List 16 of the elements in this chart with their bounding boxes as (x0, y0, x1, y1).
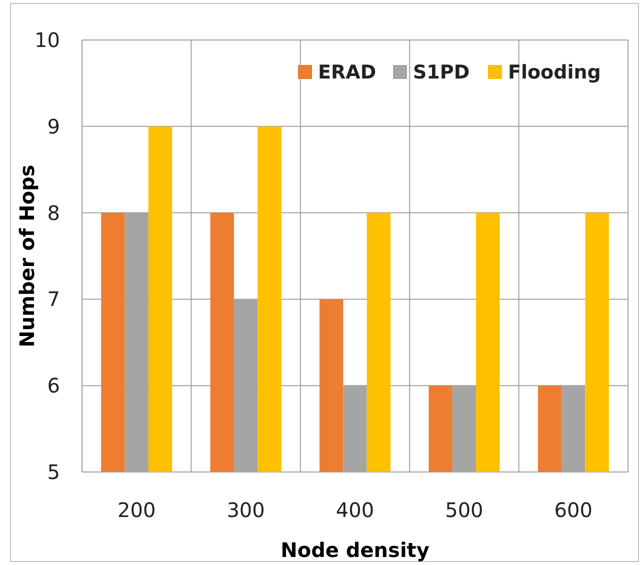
y-tick-label: 5 (47, 460, 60, 484)
x-tick-label: 500 (445, 498, 484, 522)
y-tick-label: 9 (47, 114, 60, 138)
y-tick-label: 8 (47, 200, 60, 225)
x-tick-label: 400 (336, 498, 374, 522)
x-tick-label: 600 (554, 498, 592, 522)
y-tick-label: 6 (47, 374, 60, 398)
x-tick-label: 300 (226, 498, 265, 522)
y-axis-title: Number of Hops (15, 164, 39, 348)
legend-label: S1PD (413, 62, 470, 84)
y-tick-label: 10 (34, 28, 60, 52)
legend-label: Flooding (508, 62, 601, 84)
x-tick-label: 200 (118, 498, 156, 522)
y-tick-label: 7 (47, 287, 60, 312)
legend-label: ERAD (318, 62, 376, 84)
x-axis-title: Node density (280, 538, 430, 562)
